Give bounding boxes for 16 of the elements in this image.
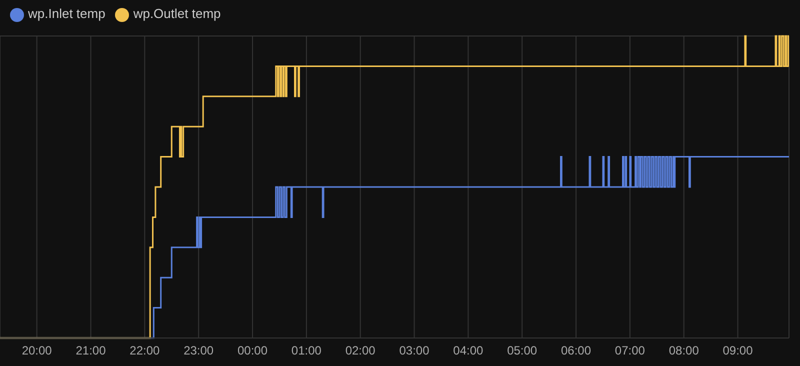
x-tick-label: 08:00: [668, 344, 700, 358]
x-tick-label: 20:00: [22, 344, 52, 358]
x-tick-label: 01:00: [291, 344, 322, 358]
x-tick-label: 06:00: [561, 344, 592, 358]
legend-label: wp.Outlet temp: [133, 6, 221, 21]
x-tick-label: 05:00: [507, 344, 538, 358]
x-tick-label: 21:00: [76, 344, 106, 358]
x-tick-label: 23:00: [184, 344, 214, 358]
legend-label: wp.Inlet temp: [28, 6, 106, 21]
x-tick-label: 09:00: [722, 344, 754, 358]
x-tick-label: 04:00: [453, 344, 484, 358]
x-tick-label: 02:00: [345, 344, 376, 358]
x-tick-label: 22:00: [130, 344, 160, 358]
x-tick-label: 03:00: [399, 344, 430, 358]
x-tick-label: 00:00: [238, 344, 268, 358]
x-tick-label: 07:00: [614, 344, 646, 358]
